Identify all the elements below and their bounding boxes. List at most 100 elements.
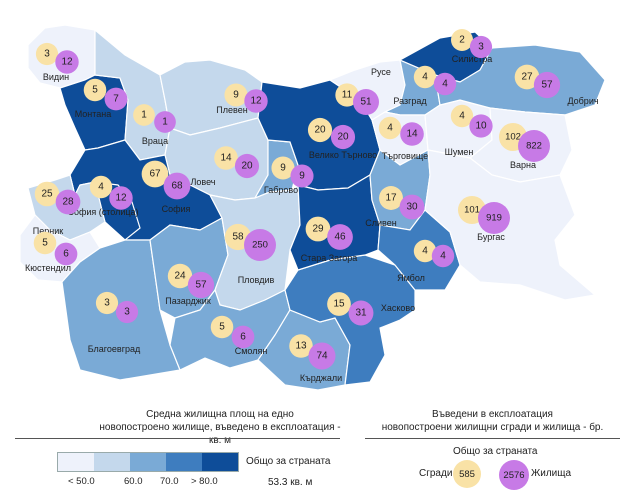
buildings-value-kardzhali: 13: [295, 341, 307, 352]
buildings-value-yambol: 4: [422, 246, 428, 257]
dwellings-value-plovdiv: 250: [252, 240, 268, 251]
bubbles-caption-line1: Въведени в експлоатация: [432, 409, 553, 420]
dwellings-value-sofia: 68: [171, 181, 183, 192]
bubble-legend-buildings: 585: [453, 460, 481, 488]
dwellings-bubble-smolyan: [231, 325, 255, 349]
dwellings-bubble-pazardzhik: [187, 271, 215, 299]
region-label-veliko-tarnovo: Велико Търново: [309, 150, 377, 160]
dwellings-value-silistra: 3: [478, 42, 484, 53]
dwellings-bubble-burgas: [478, 202, 510, 234]
legend-divider-left: [15, 438, 340, 439]
buildings-bubble-pazardzhik: [167, 263, 193, 289]
dwellings-bubble-razgrad: [433, 72, 457, 96]
bubble-legend-dwellings-label: Жилища: [531, 468, 572, 479]
region-label-montana: Монтана: [75, 109, 112, 119]
buildings-value-blagoevgrad: 3: [104, 298, 110, 309]
region-label-gabrovo: Габрово: [264, 185, 298, 195]
dwellings-value-yambol: 4: [440, 251, 446, 262]
region-label-targovishte: Търговище: [382, 151, 428, 161]
dwellings-bubble-ruse: [353, 89, 379, 115]
dwellings-bubble-vidin: [55, 50, 79, 74]
legend-tick-1: < 50.0: [68, 476, 95, 487]
dwellings-value-vratsa: 1: [162, 117, 168, 128]
dwellings-bubble-lovech: [234, 153, 260, 179]
legend-total-label: Общо за страната: [246, 456, 331, 467]
dwellings-value-sofia-city: 12: [115, 193, 127, 204]
dwellings-value-lovech: 20: [241, 161, 253, 172]
buildings-value-stara-zagora: 29: [312, 224, 324, 235]
buildings-value-burgas: 101: [464, 205, 480, 216]
region-label-sofia-city: София (столица): [67, 207, 138, 217]
buildings-bubble-sliven: [379, 186, 403, 210]
buildings-value-targovishte: 4: [387, 123, 393, 134]
bubble-legend-buildings-label: Сгради: [419, 468, 453, 479]
dwellings-bubble-vratsa: [154, 111, 176, 133]
buildings-value-sofia: 67: [149, 169, 161, 180]
buildings-value-vratsa: 1: [141, 110, 147, 121]
buildings-value-sliven: 17: [385, 193, 397, 204]
legend-divider-right: [365, 438, 620, 439]
dwellings-bubble-targovishte: [400, 122, 424, 146]
buildings-value-shumen: 4: [459, 111, 465, 122]
dwellings-bubble-sliven: [399, 194, 425, 220]
dwellings-bubble-dobrich: [533, 71, 561, 99]
legend-swatch-5: [202, 453, 238, 471]
region-label-silistra: Силистра: [452, 54, 492, 64]
dwellings-value-kyustendil: 6: [63, 249, 69, 260]
dwellings-bubble-plovdiv: [244, 229, 276, 261]
dwellings-bubble-yambol: [431, 244, 455, 268]
color-scale-legend: [57, 452, 239, 472]
buildings-bubble-smolyan: [210, 315, 234, 339]
buildings-bubble-blagoevgrad: [95, 291, 119, 315]
bubble-legend-dwellings: 2576: [499, 460, 529, 490]
legend-swatch-3: [130, 453, 166, 471]
dwellings-bubble-varna: [518, 130, 550, 162]
region-label-pleven: Плевен: [216, 105, 247, 115]
buildings-value-pazardzhik: 24: [174, 271, 186, 282]
buildings-value-montana: 5: [92, 85, 98, 96]
region-label-dobrich: Добрич: [567, 96, 598, 106]
dwellings-bubble-gabrovo: [290, 164, 314, 188]
buildings-bubble-silistra: [451, 29, 473, 51]
buildings-value-dobrich: 27: [521, 72, 533, 83]
dwellings-bubble-montana: [104, 87, 128, 111]
region-label-plovdiv: Пловдив: [238, 275, 275, 285]
region-label-yambol: Ямбол: [397, 273, 425, 283]
region-label-kardzhali: Кърджали: [300, 373, 342, 383]
region-label-vratsa: Враца: [142, 136, 168, 146]
region-label-sliven: Сливен: [365, 218, 396, 228]
legend-swatch-1: [58, 453, 94, 471]
region-label-shumen: Шумен: [445, 147, 474, 157]
dwellings-value-pleven: 12: [250, 96, 262, 107]
region-burgas[interactable]: [424, 149, 597, 301]
buildings-bubble-pernik: [34, 181, 60, 207]
legend-total-value: 53.3 кв. м: [268, 477, 313, 488]
bubble-legend-buildings-value: 585: [459, 468, 475, 480]
dwellings-value-varna: 822: [526, 141, 542, 152]
buildings-bubble-kyustendil: [33, 231, 57, 255]
buildings-value-plovdiv: 58: [232, 232, 244, 243]
region-label-haskovo: Хасково: [381, 303, 415, 313]
region-label-lovech: Ловеч: [191, 177, 216, 187]
bubble-legend-dwellings-value: 2576: [503, 469, 525, 481]
buildings-bubble-montana: [83, 78, 107, 102]
dwellings-value-targovishte: 14: [406, 129, 418, 140]
dwellings-value-burgas: 919: [486, 213, 502, 224]
buildings-bubble-shumen: [450, 104, 474, 128]
buildings-bubble-ruse: [335, 83, 359, 107]
dwellings-bubble-kyustendil: [54, 242, 78, 266]
dwellings-bubble-veliko-tarnovo: [330, 124, 356, 150]
legend-swatch-4: [166, 453, 202, 471]
region-label-sofia: София: [162, 204, 191, 214]
buildings-bubble-targovishte: [378, 116, 402, 140]
buildings-value-lovech: 14: [220, 153, 232, 164]
buildings-bubble-veliko-tarnovo: [307, 117, 333, 143]
legend-tick-3: 70.0: [160, 476, 179, 487]
choropleth-caption-line1: Средна жилищна площ на едно: [146, 409, 294, 420]
dwellings-bubble-sofia-city: [109, 186, 133, 210]
dwellings-value-razgrad: 4: [442, 79, 448, 90]
dwellings-value-blagoevgrad: 3: [124, 307, 130, 318]
buildings-bubble-vidin: [35, 42, 59, 66]
buildings-value-silistra: 2: [459, 35, 465, 46]
region-label-vidin: Видин: [43, 72, 69, 82]
